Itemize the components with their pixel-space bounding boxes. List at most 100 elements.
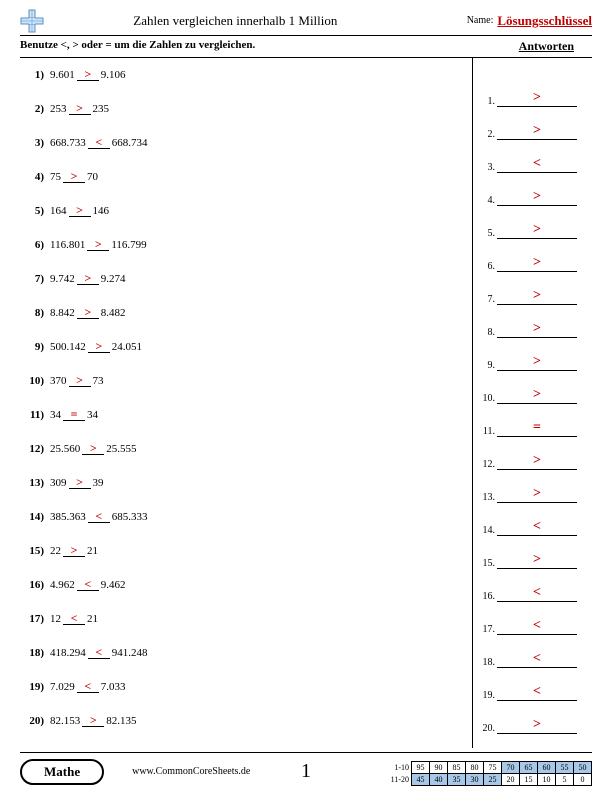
answer-row: 18.< [473, 635, 592, 668]
answer-value: = [497, 421, 577, 437]
answer-value: < [497, 619, 577, 635]
answer-number: 1. [481, 96, 497, 107]
problem-number: 2) [26, 103, 50, 115]
comparison-operator: > [69, 204, 91, 217]
right-value: 235 [93, 103, 110, 115]
score-cell: 90 [430, 762, 448, 774]
right-value: 146 [93, 205, 110, 217]
comparison-operator: < [88, 646, 110, 659]
comparison-operator: > [77, 306, 99, 319]
right-value: 116.799 [111, 239, 146, 251]
worksheet-page: Zahlen vergleichen innerhalb 1 Million N… [0, 0, 612, 792]
right-value: 21 [87, 545, 98, 557]
left-value: 418.294 [50, 647, 86, 659]
comparison-operator: > [77, 68, 99, 81]
problem-row: 14)385.363<685.333 [26, 510, 472, 544]
answer-row: 4.> [473, 173, 592, 206]
score-cell: 45 [412, 774, 430, 786]
problem-row: 9)500.142>24.051 [26, 340, 472, 374]
answer-row: 8.> [473, 305, 592, 338]
comparison-operator: > [63, 544, 85, 557]
answer-row: 2.> [473, 107, 592, 140]
answer-value: > [497, 322, 577, 338]
score-cell: 10 [538, 774, 556, 786]
right-value: 24.051 [112, 341, 142, 353]
left-value: 385.363 [50, 511, 86, 523]
worksheet-title: Zahlen vergleichen innerhalb 1 Million [4, 13, 467, 29]
answer-number: 15. [481, 558, 497, 569]
comparison-operator: > [88, 340, 110, 353]
answer-value: > [497, 454, 577, 470]
answer-value: > [497, 487, 577, 503]
answer-row: 5.> [473, 206, 592, 239]
score-cell: 75 [484, 762, 502, 774]
problem-row: 17)12<21 [26, 612, 472, 646]
comparison-operator: = [63, 408, 85, 421]
left-value: 12 [50, 613, 61, 625]
comparison-operator: < [63, 612, 85, 625]
right-value: 7.033 [101, 681, 126, 693]
problem-row: 18)418.294<941.248 [26, 646, 472, 680]
plus-logo-icon [20, 9, 44, 33]
answers-column: 1.>2.>3.<4.>5.>6.>7.>8.>9.>10.>11.=12.>1… [472, 58, 592, 748]
subject-box: Mathe [20, 759, 104, 785]
answer-row: 9.> [473, 338, 592, 371]
problem-row: 15)22>21 [26, 544, 472, 578]
answer-row: 1.> [473, 74, 592, 107]
answers-heading: Antworten [519, 39, 574, 54]
problem-number: 18) [26, 647, 50, 659]
comparison-operator: > [69, 374, 91, 387]
left-value: 25.560 [50, 443, 80, 455]
problem-row: 20)82.153>82.135 [26, 714, 472, 748]
footer: Mathe www.CommonCoreSheets.de 1 1-109590… [20, 752, 592, 786]
right-value: 73 [93, 375, 104, 387]
problems-column: 1)9.601>9.1062)253>2353)668.733<668.7344… [20, 58, 472, 748]
right-value: 34 [87, 409, 98, 421]
right-value: 25.555 [106, 443, 136, 455]
right-value: 9.462 [101, 579, 126, 591]
left-value: 22 [50, 545, 61, 557]
answer-number: 5. [481, 228, 497, 239]
problem-row: 6)116.801>116.799 [26, 238, 472, 272]
right-value: 941.248 [112, 647, 148, 659]
answer-value: > [497, 388, 577, 404]
score-cell: 80 [466, 762, 484, 774]
problem-number: 12) [26, 443, 50, 455]
name-label: Name: [467, 15, 494, 26]
problem-number: 5) [26, 205, 50, 217]
score-cell: 40 [430, 774, 448, 786]
answer-value: > [497, 553, 577, 569]
answer-value: > [497, 124, 577, 140]
answer-row: 20.> [473, 701, 592, 734]
answer-number: 13. [481, 492, 497, 503]
score-cell: 50 [574, 762, 592, 774]
problem-number: 3) [26, 137, 50, 149]
content-area: 1)9.601>9.1062)253>2353)668.733<668.7344… [20, 58, 592, 748]
source-url: www.CommonCoreSheets.de [132, 766, 250, 777]
left-value: 4.962 [50, 579, 75, 591]
comparison-operator: > [82, 714, 104, 727]
score-cell: 55 [556, 762, 574, 774]
answer-row: 6.> [473, 239, 592, 272]
answer-row: 14.< [473, 503, 592, 536]
score-cell: 20 [502, 774, 520, 786]
right-value: 9.274 [101, 273, 126, 285]
problem-number: 11) [26, 409, 50, 421]
left-value: 34 [50, 409, 61, 421]
comparison-operator: < [88, 510, 110, 523]
left-value: 500.142 [50, 341, 86, 353]
score-cell: 25 [484, 774, 502, 786]
right-value: 39 [93, 477, 104, 489]
right-value: 9.106 [101, 69, 126, 81]
answer-row: 13.> [473, 470, 592, 503]
left-value: 9.742 [50, 273, 75, 285]
problem-number: 4) [26, 171, 50, 183]
problem-number: 15) [26, 545, 50, 557]
answer-number: 18. [481, 657, 497, 668]
answer-row: 11.= [473, 404, 592, 437]
answer-row: 16.< [473, 569, 592, 602]
page-number: 1 [301, 760, 311, 783]
right-value: 70 [87, 171, 98, 183]
answer-row: 10.> [473, 371, 592, 404]
problem-number: 6) [26, 239, 50, 251]
